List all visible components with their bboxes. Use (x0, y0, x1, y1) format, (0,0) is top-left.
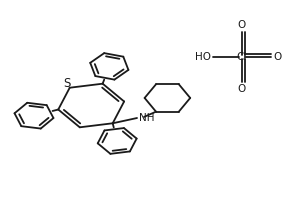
Text: NH: NH (139, 113, 154, 123)
Text: HO: HO (195, 52, 211, 62)
Text: O: O (237, 20, 246, 30)
Text: S: S (64, 77, 71, 91)
Text: O: O (274, 52, 282, 62)
Text: Cl: Cl (237, 52, 247, 62)
Text: O: O (237, 84, 246, 94)
